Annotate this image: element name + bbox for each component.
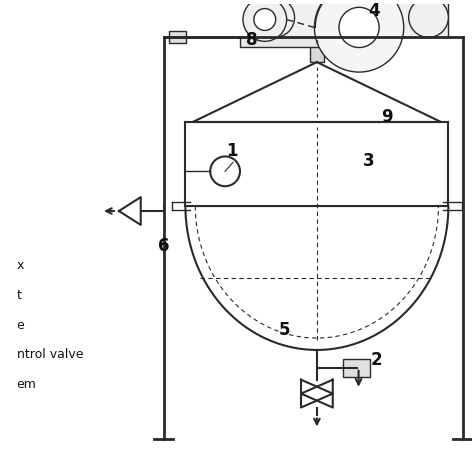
Text: 6: 6 bbox=[158, 237, 169, 255]
Polygon shape bbox=[119, 197, 141, 225]
Bar bbox=[169, 31, 186, 43]
Circle shape bbox=[314, 0, 404, 72]
Bar bbox=[255, 0, 448, 37]
Text: em: em bbox=[17, 378, 36, 391]
Polygon shape bbox=[301, 380, 333, 408]
Text: ntrol valve: ntrol valve bbox=[17, 348, 83, 361]
Circle shape bbox=[210, 156, 240, 186]
Text: 9: 9 bbox=[381, 108, 392, 126]
Text: 5: 5 bbox=[279, 321, 291, 339]
Text: e: e bbox=[17, 319, 25, 332]
Text: t: t bbox=[17, 289, 21, 302]
Circle shape bbox=[409, 0, 448, 37]
Text: 2: 2 bbox=[371, 351, 383, 369]
Text: 4: 4 bbox=[368, 1, 380, 19]
Circle shape bbox=[254, 9, 276, 30]
Text: 3: 3 bbox=[363, 153, 375, 170]
Text: 1: 1 bbox=[226, 143, 238, 161]
Bar bbox=[343, 359, 371, 377]
Circle shape bbox=[255, 0, 294, 37]
Text: 8: 8 bbox=[246, 31, 258, 49]
Circle shape bbox=[243, 0, 287, 41]
Circle shape bbox=[339, 7, 379, 47]
Text: x: x bbox=[17, 259, 24, 272]
Polygon shape bbox=[301, 380, 333, 408]
Bar bbox=[310, 44, 324, 62]
Bar bbox=[240, 37, 389, 47]
